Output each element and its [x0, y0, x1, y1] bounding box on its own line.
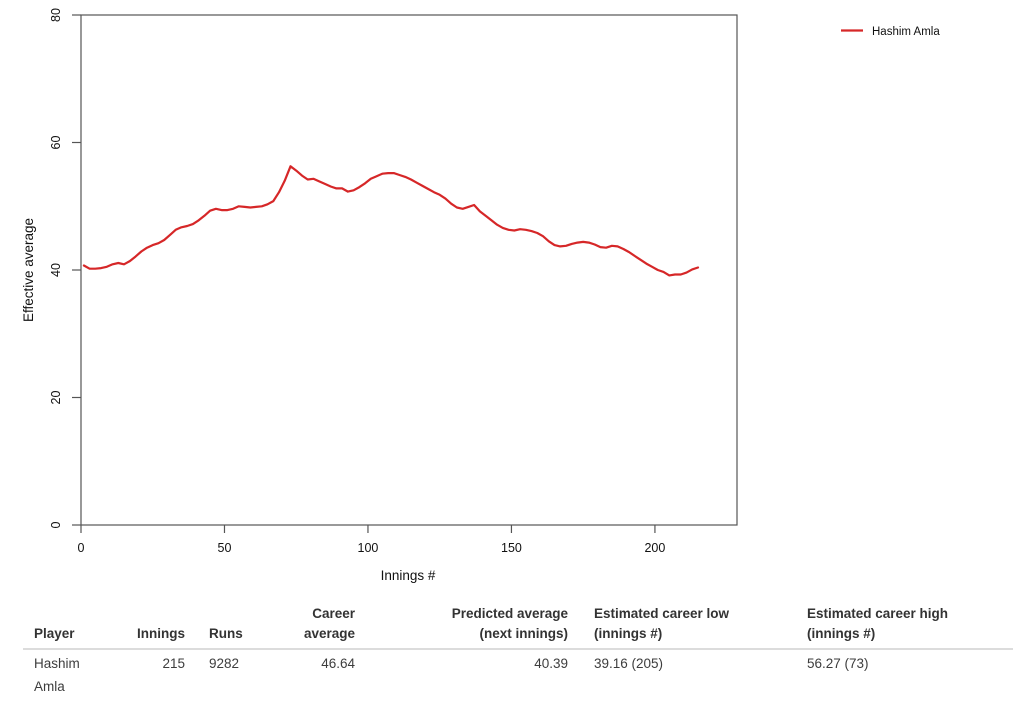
- y-tick-label: 80: [49, 8, 63, 22]
- cell-career-low: 39.16 (205): [594, 656, 664, 671]
- cell-career-high: 56.27 (73): [807, 656, 869, 671]
- x-tick-label: 100: [358, 541, 379, 555]
- x-axis-title: Innings #: [381, 568, 436, 583]
- table-header-row: Player Innings Runs Career average Predi…: [34, 600, 1012, 644]
- y-axis-title: Effective average: [21, 218, 36, 322]
- column-header-label: Innings: [137, 626, 185, 641]
- cell-innings: 215: [162, 656, 185, 671]
- cell-career-average: 46.64: [321, 656, 355, 671]
- x-tick-label: 50: [218, 541, 232, 555]
- column-header-label: average: [303, 626, 355, 641]
- column-header-innings: Innings: [114, 600, 185, 644]
- column-header-label: Career: [312, 606, 355, 621]
- cell-player: Hashim Amla: [34, 656, 80, 694]
- series-line: [82, 165, 700, 277]
- column-header-label: Player: [34, 626, 75, 641]
- x-tick-label: 150: [501, 541, 522, 555]
- effective-average-chart: 0 50 100 150 200 0 20 40 60 80 Innings # Effective …: [21, 8, 940, 583]
- column-header-runs: Runs: [185, 600, 269, 644]
- column-header-label: (innings #): [594, 626, 663, 641]
- column-header-label: Predicted average: [451, 606, 568, 621]
- cell-runs: 9282: [209, 656, 240, 671]
- cell-predicted-average: 40.39: [534, 656, 568, 671]
- column-header-label: Runs: [209, 626, 243, 641]
- column-header-career-high: Estimated career high (innings #): [807, 600, 1012, 644]
- table-header-divider: [23, 648, 1013, 650]
- player-stats-table: Player Innings Runs Career average Predi…: [34, 600, 1012, 698]
- legend-label: Hashim Amla: [872, 26, 940, 38]
- plot-box: [80, 14, 738, 526]
- column-header-career-average: Career average: [269, 600, 355, 644]
- y-tick-label: 0: [49, 521, 63, 528]
- column-header-label: (innings #): [807, 626, 876, 641]
- column-header-label: (next innings): [479, 626, 569, 641]
- column-header-label: Estimated career high: [807, 606, 949, 621]
- y-tick-label: 40: [49, 263, 63, 277]
- column-header-career-low: Estimated career low (innings #): [568, 600, 807, 644]
- column-header-label: Estimated career low: [594, 606, 730, 621]
- y-tick-label: 60: [49, 136, 63, 150]
- x-tick-label: 200: [644, 541, 665, 555]
- table-row: Hashim Amla 215 9282 46.64 40.39 39.16 (…: [34, 644, 1012, 698]
- column-header-player: Player: [34, 600, 114, 644]
- x-tick-label: 0: [78, 541, 85, 555]
- column-header-predicted-average: Predicted average (next innings): [355, 600, 568, 644]
- y-tick-label: 20: [49, 391, 63, 405]
